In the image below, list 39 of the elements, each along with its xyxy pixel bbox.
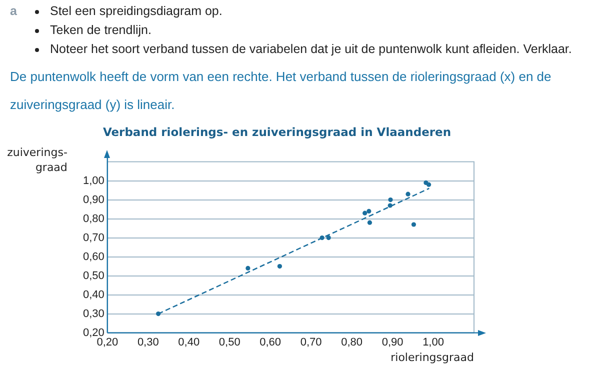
text: Stel een spreidingsdiagram op.	[50, 3, 224, 20]
point	[246, 266, 250, 270]
point	[277, 264, 282, 269]
y-tick-label: 0,40	[82, 288, 104, 301]
point	[362, 210, 368, 216]
point	[406, 192, 410, 196]
point	[156, 312, 161, 316]
text: Teken de trendlijn.	[50, 22, 152, 39]
y-tick-label: 0,30	[82, 308, 104, 320]
y-tick-label: 0,80	[82, 212, 104, 225]
text: Noteer het soort verband tussen de variabelen dat je uit de puntenwolk kunt afleiden. Verklaar.	[50, 41, 573, 58]
text: a	[10, 4, 17, 18]
x-tick-label: 0,50	[218, 336, 240, 348]
point	[320, 236, 324, 240]
y-axis-title: zuiverings- graad	[7, 146, 68, 174]
x-axis-title: rioleringsgraad	[390, 351, 474, 364]
x-tick-label: 0,80	[341, 336, 363, 348]
y-tick-label: 0,60	[82, 250, 104, 263]
y-tick-label: 0,50	[82, 270, 104, 282]
y-tick-label: 0,90	[82, 194, 104, 206]
x-tick-label: 1,00	[422, 336, 444, 348]
x-tick-label: 0,30	[137, 336, 159, 348]
text: De puntenwolk heeft de vorm van een rechte. Het verband tussen de rioleringsgraad (x) en de zuiveringsgraad (y) is lineair.	[10, 68, 552, 114]
point	[366, 208, 372, 214]
y-tick-label: 0,70	[82, 232, 104, 244]
point	[326, 236, 331, 240]
x-tick-label: 0,20	[96, 336, 118, 348]
x-tick-label: 0,40	[178, 336, 200, 348]
x-tick-label: 0,90	[382, 336, 404, 348]
y-tick-label: 0,20	[82, 326, 104, 339]
chart-title: Verband riolerings- en zuiveringsgraad in Vlaanderen	[102, 124, 452, 139]
y-tick-label: 1,00	[82, 174, 104, 187]
point	[367, 220, 372, 225]
point	[426, 182, 432, 187]
point	[388, 203, 392, 208]
x-tick-label: 0,60	[260, 336, 282, 348]
x-tick-label: 0,70	[300, 336, 322, 348]
point	[388, 198, 393, 202]
point	[411, 222, 416, 227]
